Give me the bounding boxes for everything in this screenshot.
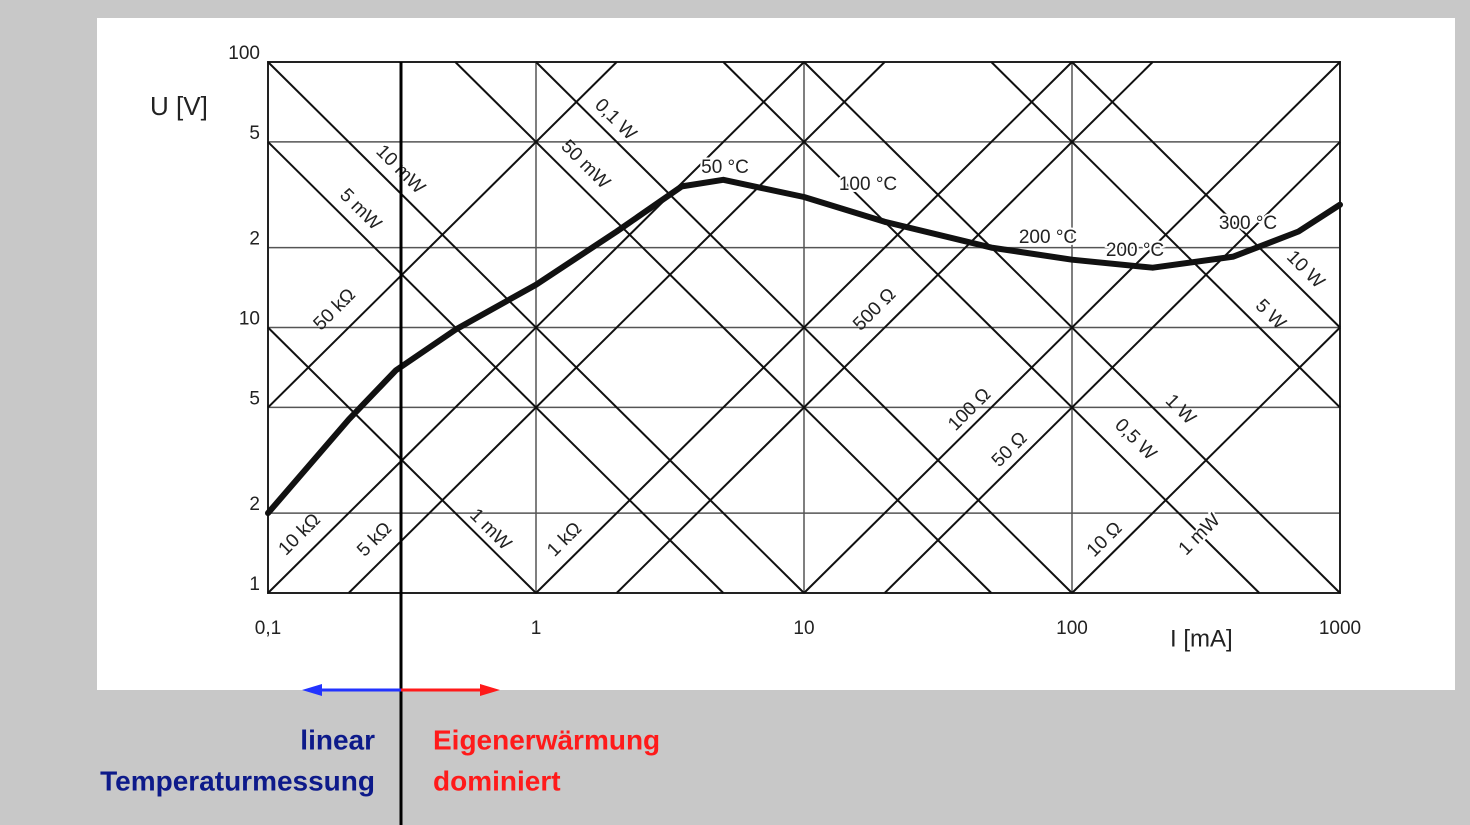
arrow-right-head — [480, 684, 500, 696]
x-axis-label: I [mA] — [1170, 625, 1233, 652]
power-line — [722, 61, 1261, 594]
power-line — [267, 61, 805, 594]
power-line — [803, 61, 1341, 594]
right-text: Eigenerwärmung — [433, 724, 660, 755]
power-line — [454, 61, 993, 594]
arrow-left-head — [302, 684, 322, 696]
y-tick-label: 2 — [249, 494, 260, 515]
right-text: dominiert — [433, 765, 561, 796]
power-line — [535, 61, 1073, 594]
y-tick-label: 100 — [228, 43, 260, 64]
y-tick-label: 2 — [249, 229, 260, 250]
curve — [265, 176, 1343, 517]
left-text: Temperaturmessung — [100, 765, 375, 796]
temperature-label: 200 °C — [1019, 227, 1077, 248]
temperature-label: 300 °C — [1219, 213, 1277, 234]
resistance-line — [615, 61, 1154, 594]
x-tick-label: 100 — [1056, 618, 1088, 639]
x-tick-label: 1 — [531, 618, 542, 639]
y-axis-label: U [V] — [150, 91, 208, 121]
temperature-label: 200 °C — [1106, 240, 1164, 261]
y-tick-label: 5 — [249, 388, 260, 409]
x-tick-label: 1000 — [1319, 618, 1361, 639]
resistance-line — [347, 61, 886, 594]
y-tick-label: 5 — [249, 123, 260, 144]
power-line — [267, 141, 725, 594]
power-line — [1071, 61, 1341, 329]
y-tick-label: 10 — [239, 309, 260, 330]
power-line — [990, 61, 1341, 409]
y-tick-label: 1 — [249, 574, 260, 595]
x-tick-label: 10 — [793, 618, 814, 639]
temperature-label: 50 °C — [701, 157, 749, 178]
x-tick-label: 0,1 — [255, 618, 281, 639]
temperature-label: 100 °C — [839, 174, 897, 195]
left-text: linear — [300, 724, 375, 755]
